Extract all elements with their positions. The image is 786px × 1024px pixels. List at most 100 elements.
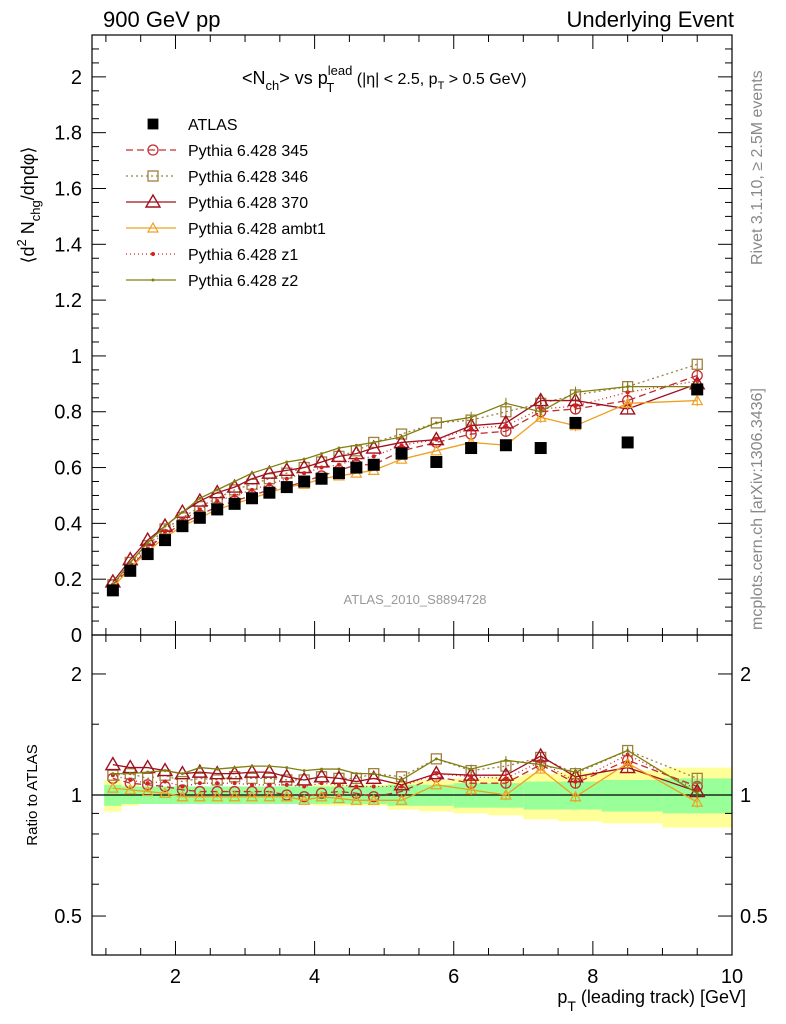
series-line xyxy=(112,385,698,586)
data-point xyxy=(569,790,582,802)
data-point xyxy=(434,421,438,425)
data-point xyxy=(504,758,508,762)
data-point xyxy=(284,782,289,787)
data-point xyxy=(319,465,324,470)
data-point xyxy=(350,794,363,805)
data-point xyxy=(232,781,237,786)
data-point xyxy=(691,383,704,396)
ratio-series-pythia-6.428-ambt1 xyxy=(106,756,704,808)
data-point xyxy=(250,471,254,475)
y-axis-label: ⟨d2 Nchg/dηdφ⟩ xyxy=(14,147,43,264)
title-cut-sub: T xyxy=(438,80,445,92)
data-point xyxy=(163,529,168,534)
data-point xyxy=(145,781,150,786)
data-point xyxy=(278,461,296,477)
ratio-series-layer xyxy=(104,744,706,808)
data-point xyxy=(534,411,547,422)
data-point xyxy=(499,439,512,452)
data-point xyxy=(320,452,324,456)
data-point xyxy=(226,478,243,493)
data-point xyxy=(215,499,220,504)
data-point xyxy=(367,458,380,471)
data-point xyxy=(211,790,224,802)
data-point xyxy=(128,560,132,564)
xlabel-sub: T xyxy=(567,998,576,1014)
data-point xyxy=(281,789,293,801)
header-left: 900 GeV pp xyxy=(103,7,220,32)
data-point xyxy=(395,794,408,805)
data-point xyxy=(469,426,474,431)
ylabel-sub: chg xyxy=(28,200,43,221)
side-label-rivet: Rivet 3.1.10, ≥ 2.5M events xyxy=(749,70,766,265)
x-tick-label: 10 xyxy=(721,966,743,988)
data-point xyxy=(267,466,271,470)
series-layer xyxy=(104,358,706,597)
title-part-mid: > vs p xyxy=(279,68,328,88)
data-point xyxy=(146,770,150,774)
data-point xyxy=(430,753,442,765)
ylabel-post: /dηdφ⟩ xyxy=(18,147,38,201)
data-point xyxy=(573,779,578,784)
data-point xyxy=(246,492,258,505)
data-point xyxy=(434,757,438,761)
legend-entry: Pythia 6.428 346 xyxy=(126,169,308,186)
legend-label: Pythia 6.428 370 xyxy=(188,195,308,212)
legend-label: Pythia 6.428 z2 xyxy=(188,273,298,290)
legend-label: Pythia 6.428 346 xyxy=(188,169,308,186)
title-sub-ch: ch xyxy=(266,78,280,93)
data-point xyxy=(302,457,306,461)
data-point xyxy=(106,584,119,597)
data-point xyxy=(128,777,133,782)
data-point xyxy=(499,788,512,800)
data-point xyxy=(267,764,271,768)
data-point xyxy=(280,790,293,802)
data-point xyxy=(193,511,206,524)
data-point xyxy=(228,497,241,510)
data-point xyxy=(621,436,634,449)
data-point xyxy=(621,756,634,768)
data-point xyxy=(302,471,307,476)
y-tick-label: 1.6 xyxy=(54,178,82,200)
data-point xyxy=(691,795,704,807)
title-sup-lead: lead xyxy=(328,63,353,78)
data-point xyxy=(174,503,191,518)
series-atlas xyxy=(106,383,704,597)
data-point xyxy=(400,778,404,782)
data-point xyxy=(465,442,478,455)
data-point xyxy=(393,776,410,791)
data-point xyxy=(176,790,189,802)
data-point xyxy=(504,401,508,405)
data-point xyxy=(163,769,167,773)
data-point xyxy=(469,774,474,779)
data-point xyxy=(337,446,341,450)
legend-entry: Pythia 6.428 345 xyxy=(126,143,308,160)
data-point xyxy=(354,457,359,462)
title-sub-t: T xyxy=(326,80,334,95)
ratio-tick-label-left: 0.5 xyxy=(54,906,82,928)
data-point xyxy=(298,475,311,488)
band-inner xyxy=(601,779,663,812)
data-point xyxy=(141,548,154,561)
data-point xyxy=(626,385,630,389)
data-point xyxy=(193,790,206,802)
legend-label: ATLAS xyxy=(188,117,238,134)
data-point xyxy=(111,772,115,776)
data-point xyxy=(332,467,345,480)
series-pythia-6.428-z1 xyxy=(110,375,700,587)
data-point xyxy=(539,763,543,767)
data-point xyxy=(141,785,154,797)
chart-title: <Nch> vs plead T (|η| < 2.5, pT > 0.5 GeV… xyxy=(242,63,527,95)
data-point xyxy=(573,390,577,394)
data-point xyxy=(400,435,404,439)
data-point xyxy=(215,488,219,492)
data-point xyxy=(393,434,410,449)
title-cut-post: > 0.5 GeV) xyxy=(444,71,526,88)
data-point xyxy=(320,767,324,771)
data-point xyxy=(261,464,278,479)
legend-entry: Pythia 6.428 ambt1 xyxy=(126,221,326,238)
x-tick-label: 2 xyxy=(170,966,181,988)
ratio-tick-label-left: 2 xyxy=(71,664,82,686)
data-point xyxy=(367,794,380,805)
data-point xyxy=(159,534,172,547)
data-point xyxy=(124,783,137,795)
